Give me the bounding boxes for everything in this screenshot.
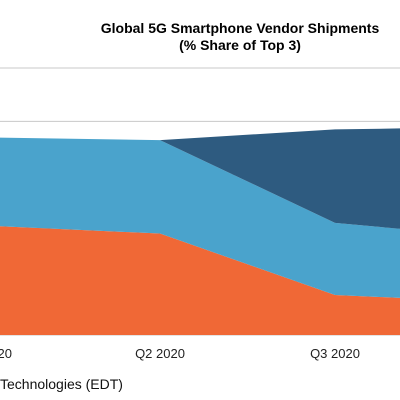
- x-tick-label: Q2 2020: [135, 346, 185, 361]
- series-area-1: [0, 226, 400, 335]
- series-area-2: [0, 137, 400, 298]
- source-note: Technologies (EDT): [0, 376, 123, 392]
- x-axis-ticks: 20 Q2 2020 Q3 2020: [0, 346, 360, 361]
- chart-subtitle: (% Share of Top 3): [179, 37, 301, 53]
- chart-title: Global 5G Smartphone Vendor Shipments: [100, 20, 380, 36]
- x-tick-label: 20: [0, 346, 12, 361]
- series-area-3: [0, 128, 400, 229]
- chart-areas: [0, 128, 400, 335]
- x-tick-label: Q3 2020: [310, 346, 360, 361]
